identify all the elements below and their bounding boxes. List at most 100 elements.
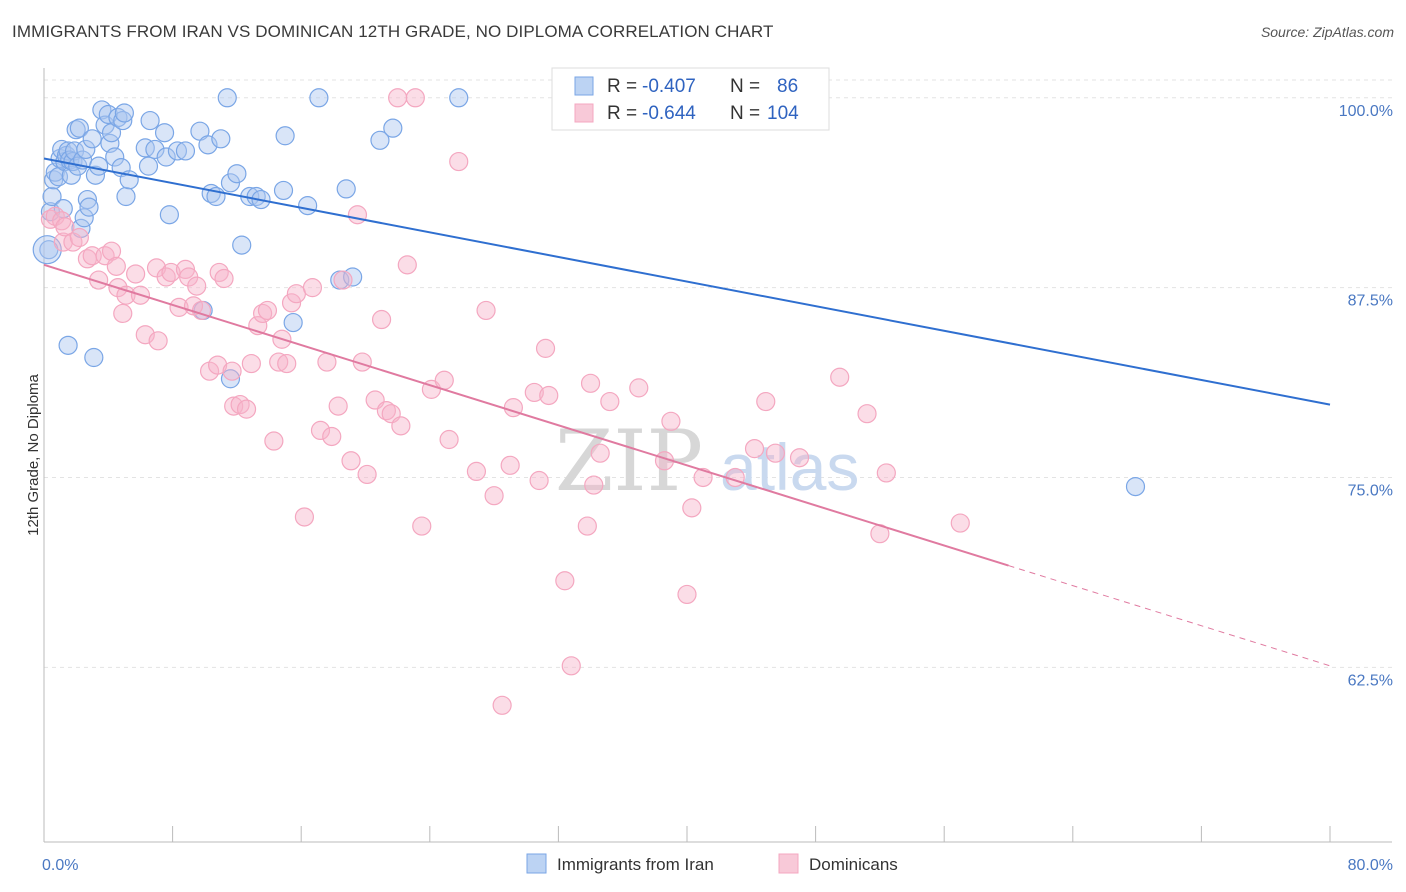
legend-n-value-0: 86 [777,76,798,97]
point-iran [217,88,237,108]
point-iran [135,138,155,158]
point-dominicans [830,367,850,387]
legend-box [551,67,830,131]
tick-labels: 100.0% 87.5% 75.0% 62.5% 0.0% 80.0% [42,103,1393,874]
point-dominicans [208,355,228,375]
point-iran [58,335,78,355]
point-iran [154,123,175,143]
point-dominicans [857,404,877,424]
point-dominicans [286,284,306,304]
legend: R = -0.407 N = 86 R = -0.644 N = 104 [551,67,830,131]
y-axis-title: 12th Grade, No Diploma [25,373,42,535]
point-iran [113,110,133,131]
point-dominicans [302,278,323,298]
point-dominicans [484,486,504,506]
point-dominicans [555,571,575,591]
point-iran [156,147,176,167]
point-dominicans [214,268,234,289]
point-dominicans [236,399,257,419]
point-dominicans [388,88,408,108]
point-dominicans [756,391,776,412]
watermark: ZIP atlas [555,412,859,510]
point-iran [273,180,294,201]
point-iran [283,312,303,333]
point-dominicans [535,338,556,358]
point-dominicans [371,309,392,330]
point-iran [74,208,94,228]
point-dominicans [69,227,89,248]
point-iran [82,129,102,149]
point-iran [76,139,96,160]
legend-n-label-1: N = [730,103,760,124]
trend-line-iran [43,157,1331,406]
point-dominicans [328,396,348,416]
point-dominicans [789,448,810,468]
point-iran [232,235,252,255]
point-iran [159,205,179,225]
point-iran [116,186,136,207]
point-iran [1125,476,1146,497]
point-iran [220,369,241,389]
legend-r-label-1: R = [607,103,637,124]
point-dominicans [148,331,168,351]
point-dominicans [310,420,331,441]
point-iran [370,130,390,150]
point-dominicans [126,264,146,284]
y-tick-label: 100.0% [1339,103,1393,120]
point-iran [211,129,231,149]
point-dominicans [577,516,597,536]
point-iran [145,139,165,160]
point-iran [42,186,62,207]
point-dominicans [765,443,786,463]
point-dominicans [580,373,601,393]
point-dominicans [106,256,126,276]
point-dominicans [333,270,353,290]
legend-r-value-1: -0.644 [642,103,696,124]
point-dominicans [101,241,122,261]
point-dominicans [341,451,361,471]
point-iran [77,189,98,210]
point-dominicans [277,353,297,374]
point-iran [298,196,318,216]
point-dominicans [492,695,512,715]
point-dominicans [322,426,342,447]
y-tick-label: 87.5% [1348,293,1393,310]
point-dominicans [693,467,713,488]
point-iran [114,103,134,123]
watermark-zip: ZIP [555,412,703,510]
point-dominicans [529,470,549,491]
point-dominicans [524,382,544,403]
x-tick-label-min: 0.0% [42,857,78,874]
point-iran [84,347,104,368]
trend-lines [43,157,1331,667]
point-iran [336,179,356,199]
point-dominicans [661,411,681,431]
point-dominicans [950,513,970,533]
point-dominicans [561,656,581,676]
series-label-iran: Immigrants from Iran [557,855,714,874]
point-dominicans [391,416,411,436]
point-dominicans [53,232,73,252]
point-dominicans [449,151,469,172]
point-iran [138,156,159,176]
point-dominicans [281,293,302,313]
point-dominicans [55,217,75,237]
point-iran [449,88,469,108]
legend-r-value-0: -0.407 [642,76,696,97]
axes [43,68,1392,843]
point-dominicans [264,431,284,451]
point-iran [383,118,403,138]
series-swatch-iran [526,853,547,874]
point-iran [69,118,89,138]
point-iran [227,164,247,184]
x-tick-label-max: 80.0% [1348,857,1393,874]
point-dominicans [116,285,136,305]
point-dominicans [590,443,610,463]
point-dominicans [257,300,278,321]
point-dominicans [187,276,207,296]
point-dominicans [412,516,432,536]
point-iran [309,88,329,108]
point-dominicans [347,205,368,225]
point-dominicans [269,352,289,372]
